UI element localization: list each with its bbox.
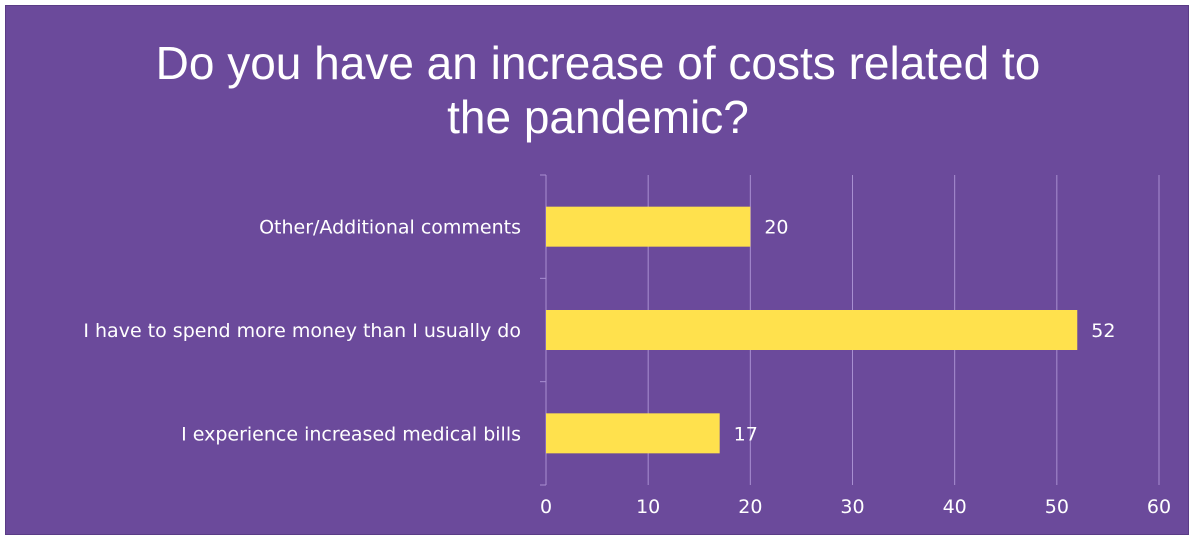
chart-title: Do you have an increase of costs related… [6, 36, 1190, 144]
category-label: Other/Additional comments [259, 217, 521, 239]
chart-title-line-1: Do you have an increase of costs related… [155, 37, 1041, 89]
x-tick-label: 10 [636, 496, 660, 518]
x-tick-label: 30 [840, 496, 864, 518]
x-tick-label: 50 [1045, 496, 1069, 518]
x-tick-label: 20 [738, 496, 762, 518]
chart-title-line-2: the pandemic? [447, 91, 749, 143]
bar [546, 310, 1078, 350]
x-tick-label: 60 [1147, 496, 1171, 518]
bar [546, 413, 720, 454]
data-label: 17 [734, 423, 758, 445]
chart-background: Do you have an increase of costs related… [5, 5, 1189, 535]
category-label: I have to spend more money than I usuall… [83, 320, 521, 342]
x-tick-label: 40 [943, 496, 967, 518]
x-tick-label: 0 [540, 496, 552, 518]
data-label: 52 [1091, 320, 1115, 342]
category-label: I experience increased medical bills [181, 423, 521, 445]
data-label: 20 [764, 217, 788, 239]
bar [546, 206, 751, 247]
bar-chart: 0 10 20 30 40 50 60 Other/Additional comments 20… [83, 174, 1171, 518]
